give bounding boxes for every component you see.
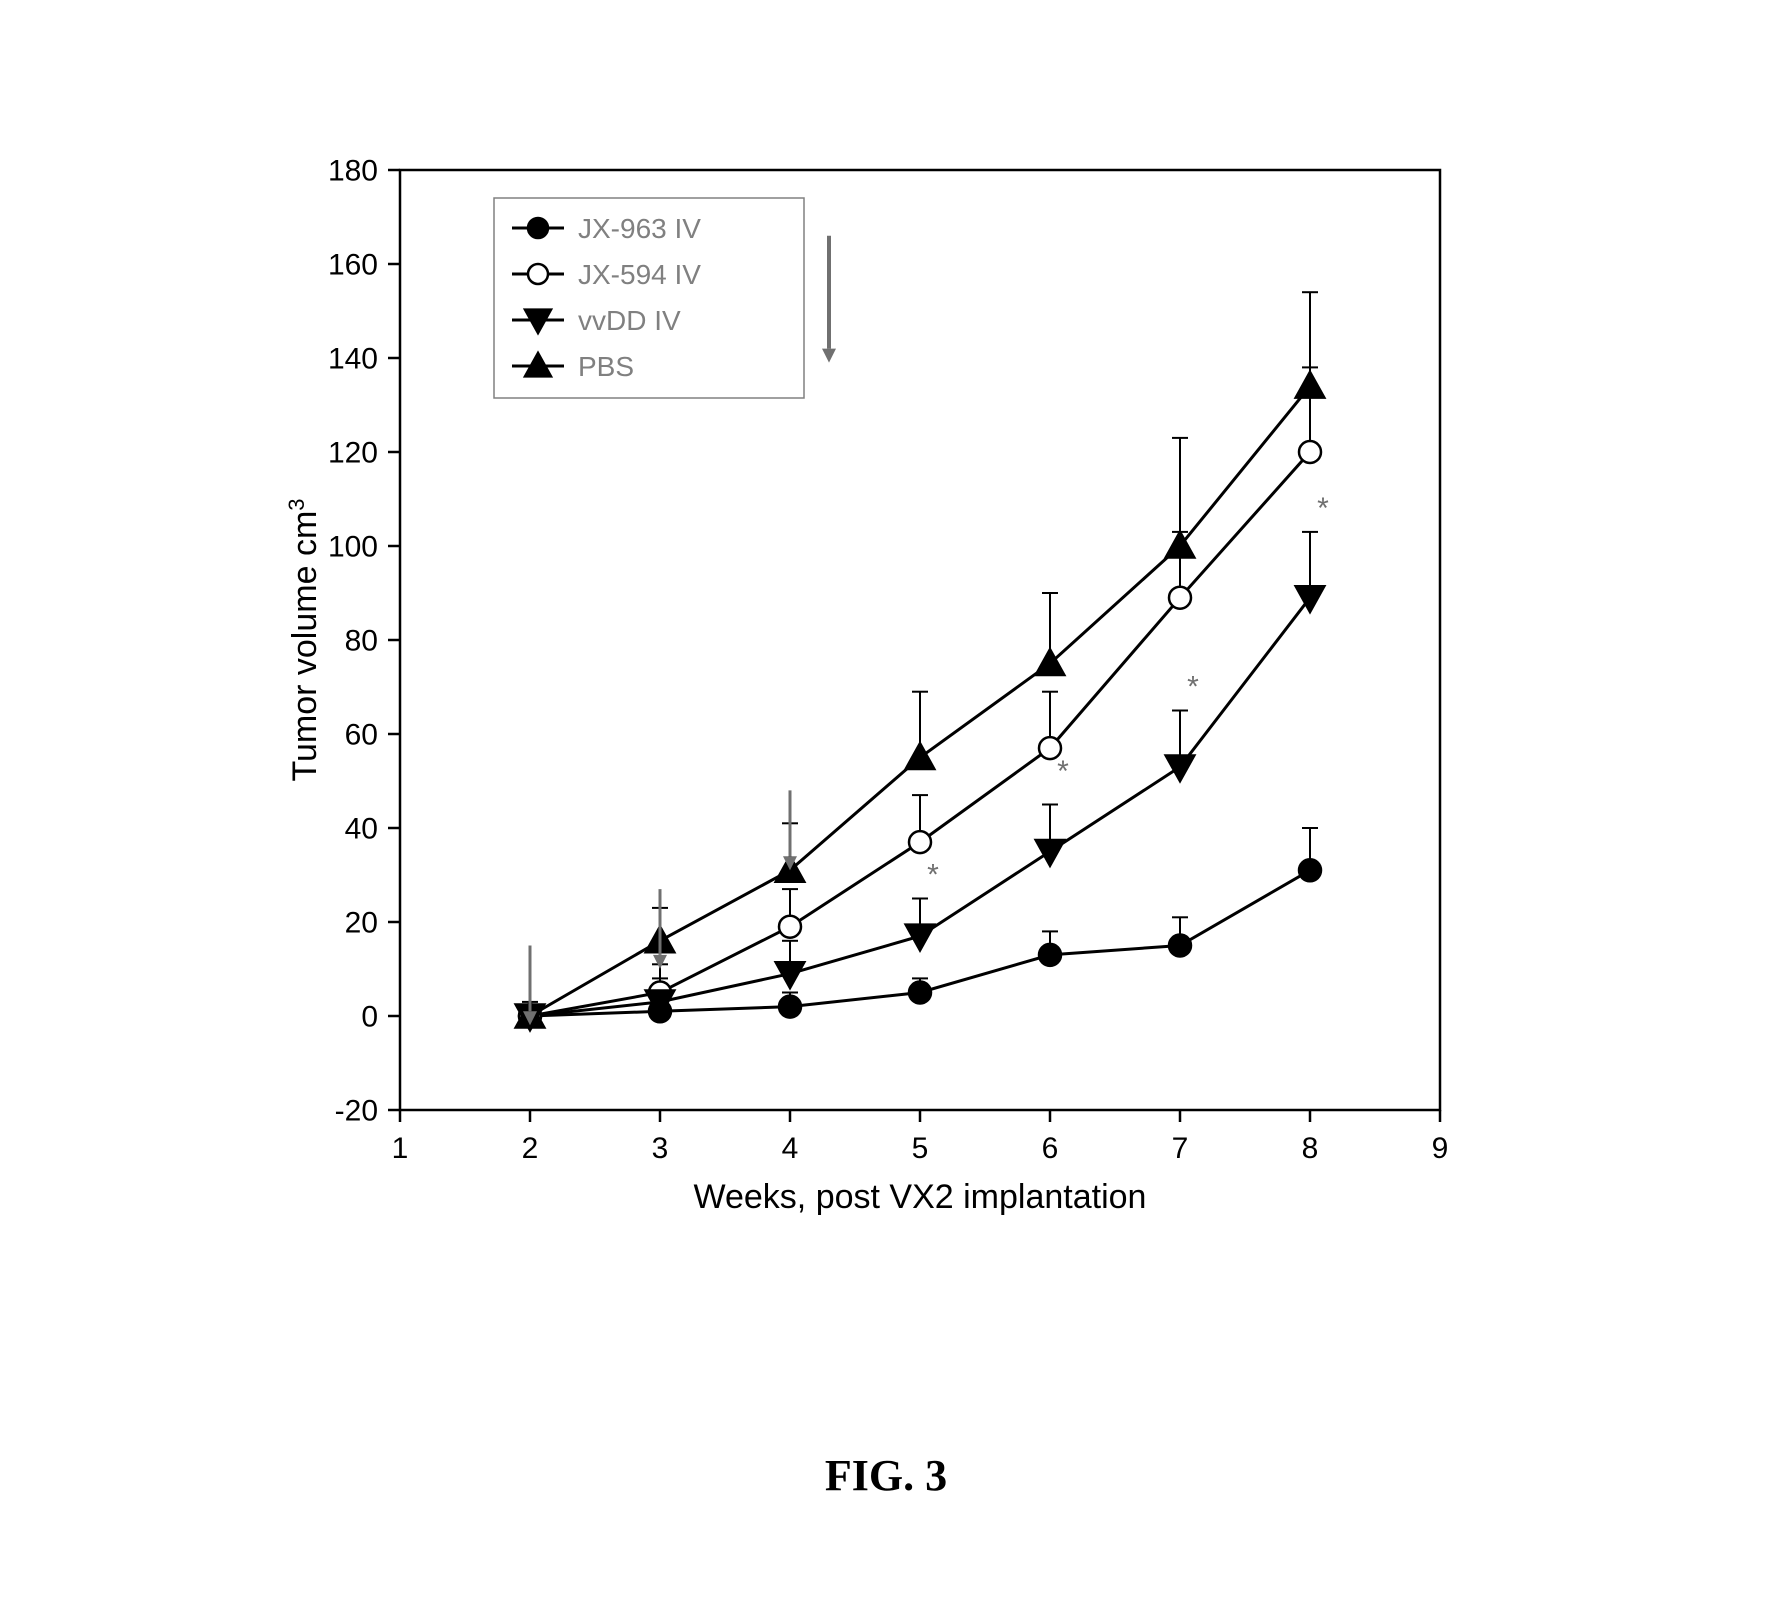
svg-text:4: 4 — [782, 1132, 799, 1165]
svg-text:*: * — [1187, 670, 1199, 703]
svg-text:7: 7 — [1172, 1132, 1189, 1165]
svg-text:120: 120 — [328, 437, 378, 470]
svg-text:180: 180 — [328, 155, 378, 188]
legend-label: JX-594 IV — [578, 259, 701, 290]
x-axis-label: Weeks, post VX2 implantation — [694, 1178, 1147, 1216]
legend-label: vvDD IV — [578, 305, 681, 336]
svg-text:8: 8 — [1302, 1132, 1319, 1165]
svg-text:20: 20 — [345, 907, 378, 940]
svg-text:40: 40 — [345, 813, 378, 846]
tumor-volume-chart: 1 2 3 4 5 6 7 8 9 -20 0 20 40 60 80 100 120 140 160 180 Week… — [280, 130, 1520, 1230]
svg-text:80: 80 — [345, 625, 378, 658]
svg-text:*: * — [927, 858, 939, 891]
svg-text:100: 100 — [328, 531, 378, 564]
legend-label: JX-963 IV — [578, 213, 701, 244]
svg-text:2: 2 — [522, 1132, 539, 1165]
svg-text:-20: -20 — [335, 1095, 378, 1128]
figure-caption: FIG. 3 — [0, 1450, 1772, 1501]
svg-text:*: * — [1317, 492, 1329, 525]
svg-text:*: * — [1057, 755, 1069, 788]
svg-text:140: 140 — [328, 343, 378, 376]
svg-text:1: 1 — [392, 1132, 409, 1165]
svg-text:5: 5 — [912, 1132, 929, 1165]
svg-text:6: 6 — [1042, 1132, 1059, 1165]
svg-text:9: 9 — [1432, 1132, 1449, 1165]
legend-label: PBS — [578, 351, 634, 382]
svg-text:160: 160 — [328, 249, 378, 282]
svg-text:0: 0 — [361, 1001, 378, 1034]
svg-text:3: 3 — [652, 1132, 669, 1165]
y-axis-label: Tumor volume cm3 — [284, 498, 325, 781]
svg-text:60: 60 — [345, 719, 378, 752]
